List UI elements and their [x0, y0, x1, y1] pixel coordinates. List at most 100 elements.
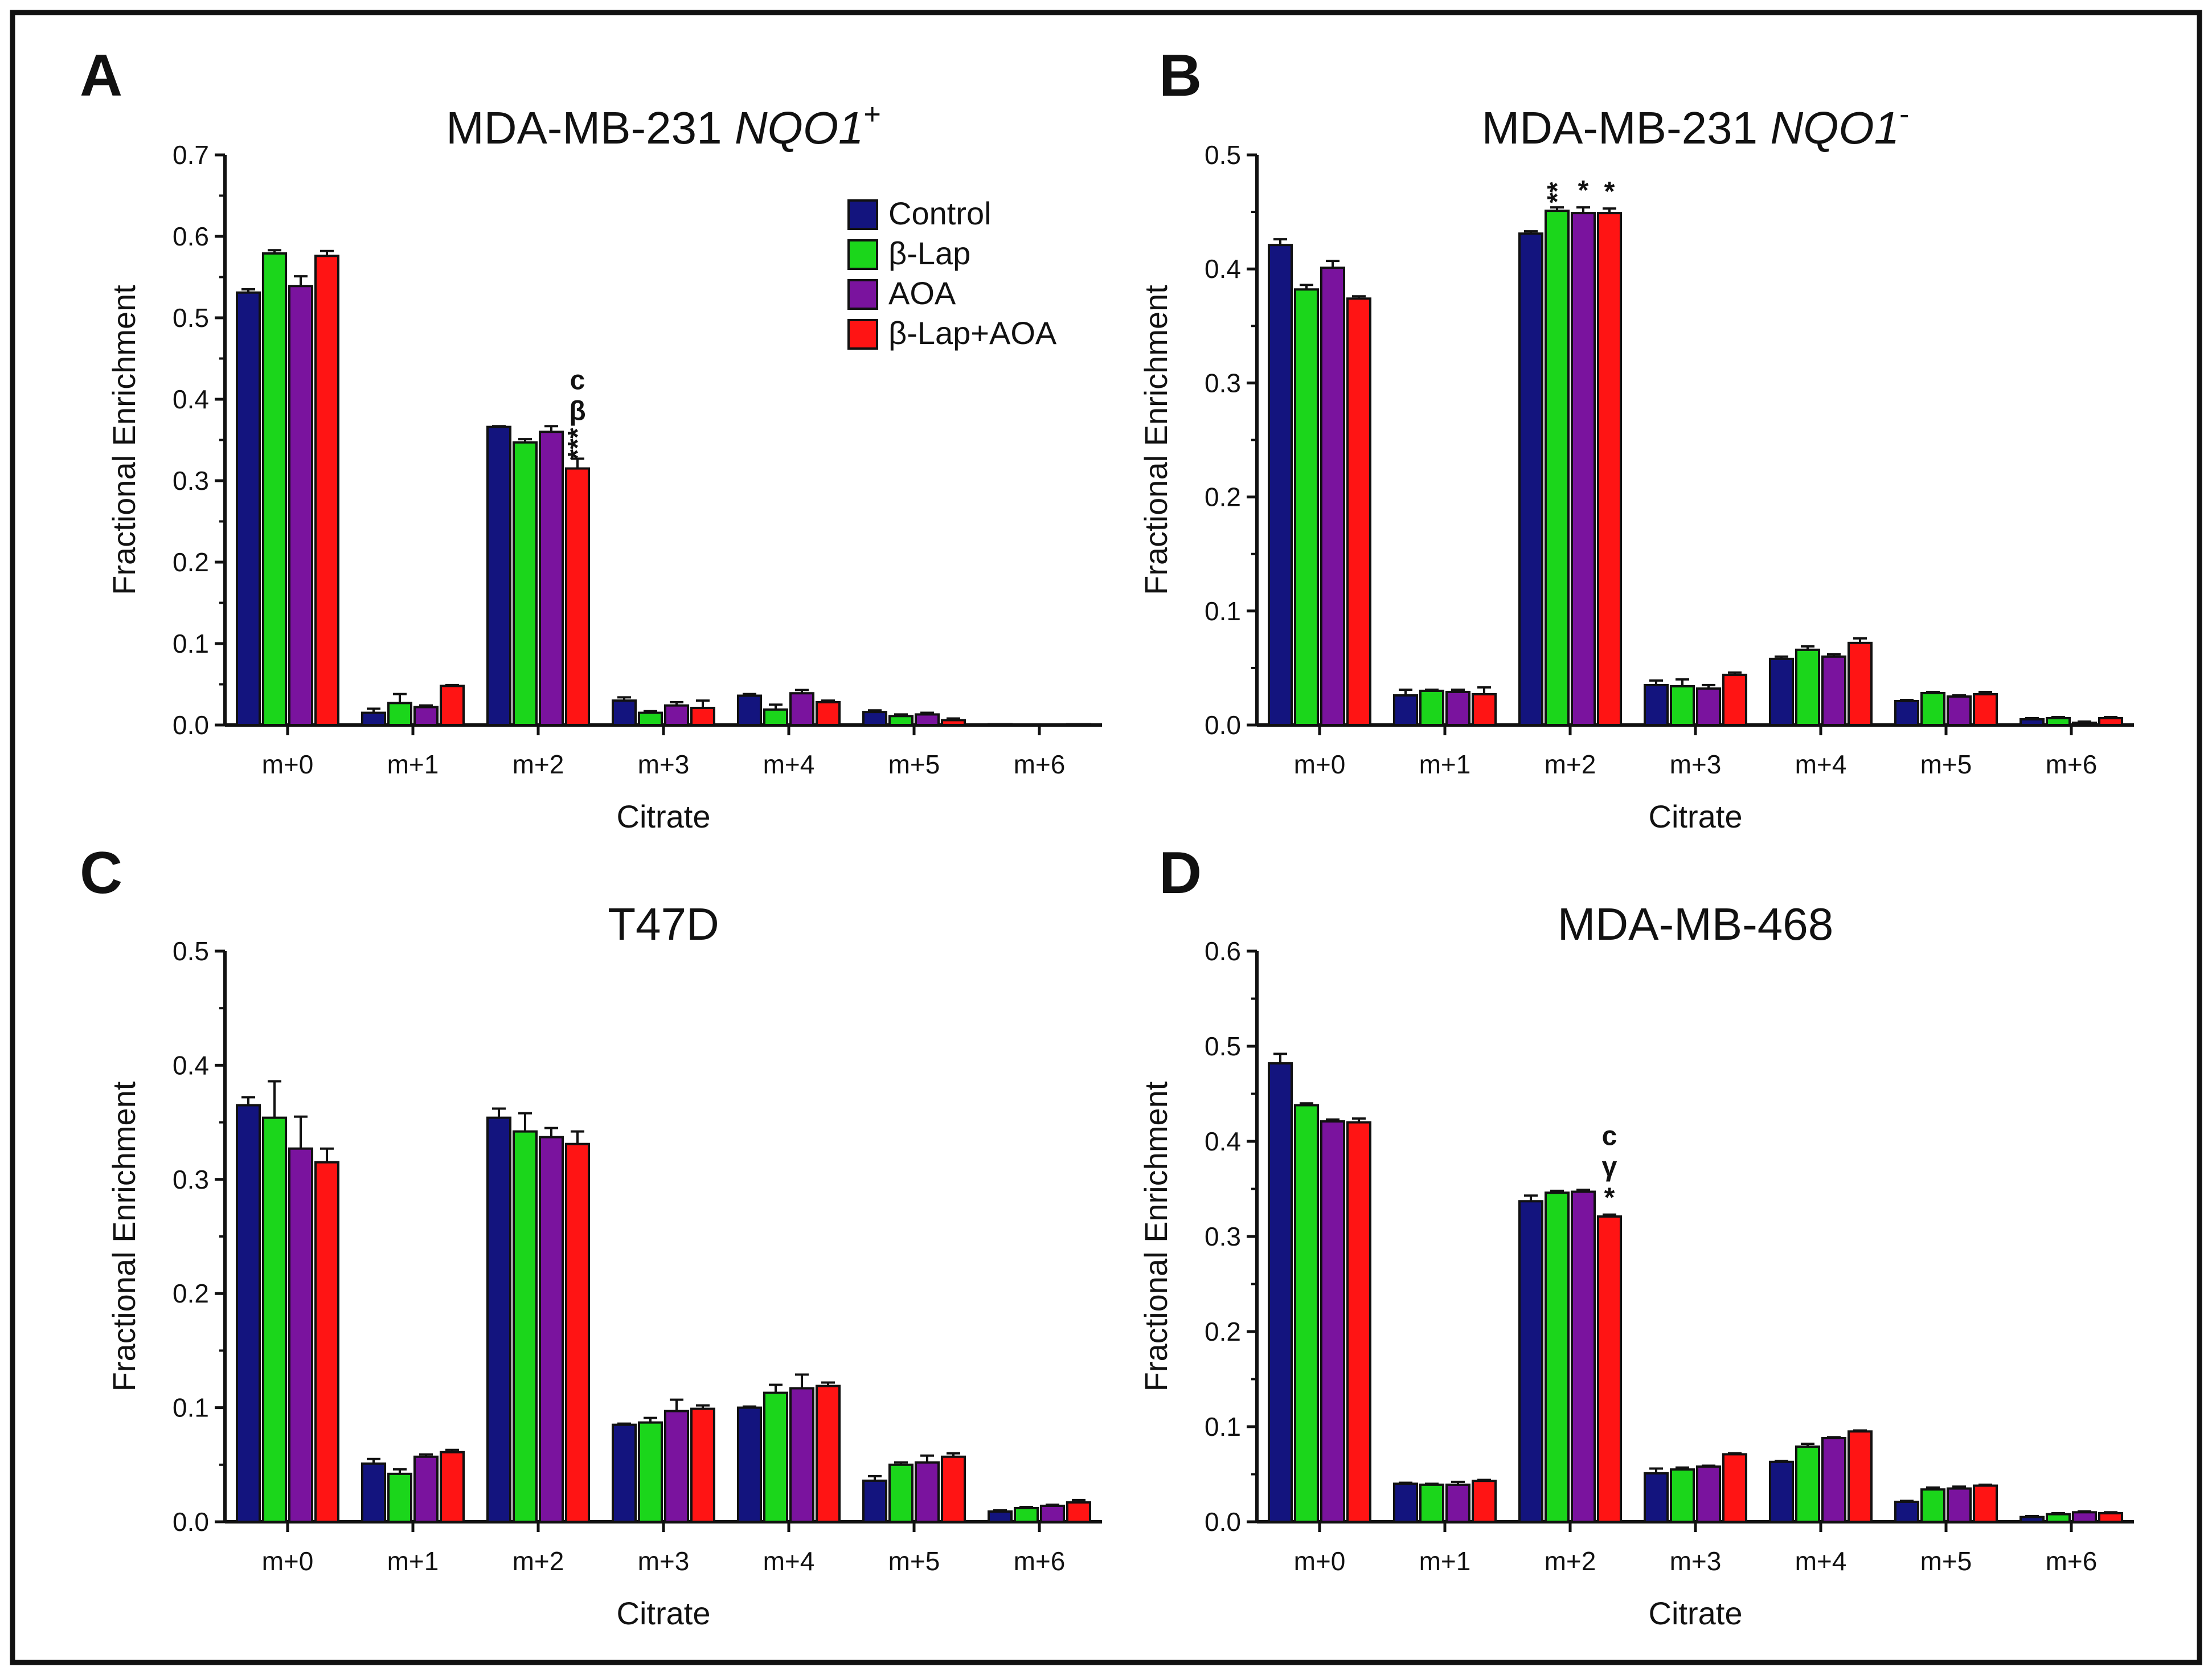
- x-axis-label: Citrate: [1649, 798, 1743, 834]
- x-tick-label: m+5: [888, 1546, 940, 1576]
- chart-title: MDA-MB-231 NQO1+: [446, 98, 881, 153]
- y-tick-label: 0.2: [1205, 482, 1241, 512]
- bar-d-m+5-0: [1894, 1500, 1919, 1523]
- bar-c-m+1-3: [440, 1451, 465, 1524]
- bar-c-m+5-0: [862, 1479, 887, 1523]
- bar-b-m+4-2: [1821, 655, 1846, 727]
- bar-d-m+3-1: [1670, 1468, 1695, 1523]
- bar-a-m+2-3: [565, 467, 590, 726]
- x-tick-label: m+1: [387, 1546, 439, 1576]
- bar-c-m+5-1: [888, 1463, 914, 1524]
- bar-d-m+5-1: [1920, 1488, 1945, 1523]
- bar-c-m+1-1: [387, 1472, 412, 1524]
- y-tick-label: 0.0: [173, 1507, 209, 1537]
- y-tick-label: 0.4: [173, 1050, 209, 1080]
- figure-frame: [10, 10, 2202, 1665]
- bar-a-m+5-0: [862, 711, 887, 726]
- bar-b-m+3-0: [1644, 683, 1669, 727]
- x-tick-label: m+1: [1419, 750, 1471, 779]
- panel-c: C T47D 0.0 0.1 0.2 0.3 0.4 0.5 Fractional Enrich…: [80, 840, 1102, 1631]
- bar-d-m+1-1: [1419, 1483, 1444, 1524]
- chart-title: MDA-MB-468: [1558, 899, 1834, 949]
- bar-c-m+5-2: [915, 1461, 940, 1523]
- x-tick-label: m+4: [763, 1546, 815, 1576]
- panel-b: B MDA-MB-231 NQO1- 0.0 0.1 0.2 0.3 0.4 0.5 Fract…: [1138, 43, 2134, 834]
- y-tick-label: 0.5: [1205, 1031, 1241, 1061]
- y-axis-label: Fractional Enrichment: [1138, 1081, 1174, 1391]
- bar-d-m+6-2: [2072, 1511, 2097, 1524]
- bar-a-m+3-0: [612, 699, 637, 726]
- bar-c-m+3-3: [690, 1407, 715, 1523]
- bar-d-m+0-0: [1268, 1062, 1293, 1524]
- bar-b-m+6-1: [2046, 716, 2071, 727]
- bar-a-m+0-0: [236, 291, 261, 726]
- bar-b-m+0-0: [1268, 244, 1293, 726]
- bar-a-m+6-3: [1066, 723, 1091, 726]
- bar-a-m+4-2: [789, 692, 814, 726]
- x-tick-label: m+1: [387, 750, 439, 779]
- y-tick-label: 0.1: [1205, 1412, 1241, 1441]
- bar-c-m+2-0: [486, 1116, 511, 1523]
- chart-title-superscript: +: [864, 98, 881, 131]
- bar-b-m+3-3: [1722, 673, 1747, 726]
- x-tick-label: m+4: [763, 750, 815, 779]
- bar-a-m+4-0: [737, 694, 762, 727]
- bar-c-m+0-2: [288, 1147, 313, 1523]
- x-tick-label: m+6: [2046, 750, 2098, 779]
- bar-a-m+4-1: [763, 708, 788, 726]
- bar-a-m+1-0: [361, 711, 386, 727]
- y-tick-label: 0.6: [173, 222, 209, 251]
- bar-d-m+1-2: [1445, 1483, 1470, 1524]
- x-tick-label: m+4: [1795, 1546, 1847, 1576]
- chart-title: MDA-MB-231 NQO1-: [1482, 98, 1910, 153]
- chart-title-superscript: -: [1899, 98, 1909, 131]
- bar-d-m+3-3: [1722, 1453, 1747, 1523]
- bar-b-m+4-1: [1795, 648, 1820, 727]
- bar-a-m+5-1: [888, 715, 914, 727]
- bar-b-m+1-3: [1472, 693, 1497, 727]
- significance-mark: γ: [1602, 1152, 1617, 1182]
- significance-mark: *: [1578, 175, 1589, 206]
- bar-c-m+5-3: [941, 1455, 966, 1523]
- bar-b-m+2-2: [1571, 212, 1596, 726]
- legend-label: β-Lap+AOA: [888, 315, 1057, 351]
- bar-c-m+2-3: [565, 1142, 590, 1523]
- x-tick-label: m+3: [1670, 750, 1722, 779]
- bar-d-m+3-2: [1696, 1465, 1721, 1523]
- bar-d-m+5-3: [1973, 1484, 1998, 1524]
- x-axis-label: Citrate: [1649, 1595, 1743, 1631]
- chart-title-main: T47D: [608, 899, 719, 949]
- y-tick-label: 0.5: [173, 303, 209, 333]
- bar-b-m+1-1: [1419, 689, 1444, 726]
- y-tick-label: 0.5: [1205, 140, 1241, 170]
- y-tick-label: 0.4: [1205, 254, 1241, 284]
- bar-b-m+6-2: [2072, 721, 2097, 726]
- bar-c-m+0-3: [314, 1161, 339, 1523]
- chart-title-main: MDA-MB-231: [446, 103, 735, 153]
- bar-a-m+3-3: [690, 706, 715, 726]
- chart-title-gene: NQO1: [1770, 103, 1899, 153]
- chart-title-main: MDA-MB-231: [1482, 103, 1771, 153]
- legend-swatch: [847, 199, 878, 230]
- chart-title-gene: NQO1: [735, 103, 864, 153]
- bar-c-m+0-1: [262, 1116, 287, 1523]
- bar-d-m+0-2: [1320, 1120, 1345, 1524]
- x-axis-label: Citrate: [617, 798, 711, 834]
- bar-c-m+3-2: [664, 1410, 689, 1524]
- y-tick-label: 0.6: [1205, 936, 1241, 966]
- bar-d-m+0-3: [1346, 1121, 1371, 1523]
- x-tick-label: m+3: [638, 750, 690, 779]
- bar-b-m+4-0: [1769, 657, 1794, 727]
- bar-d-m+0-1: [1294, 1104, 1319, 1524]
- bar-b-m+0-3: [1346, 297, 1371, 726]
- y-tick-label: 0.3: [173, 1165, 209, 1194]
- x-tick-label: m+2: [1545, 750, 1596, 779]
- bar-a-m+1-3: [440, 685, 465, 726]
- x-tick-label: m+5: [888, 750, 940, 779]
- bar-d-m+6-0: [2020, 1516, 2045, 1523]
- significance-mark: *: [1604, 1183, 1615, 1213]
- x-tick-label: m+6: [1014, 750, 1066, 779]
- y-tick-label: 0.3: [173, 466, 209, 495]
